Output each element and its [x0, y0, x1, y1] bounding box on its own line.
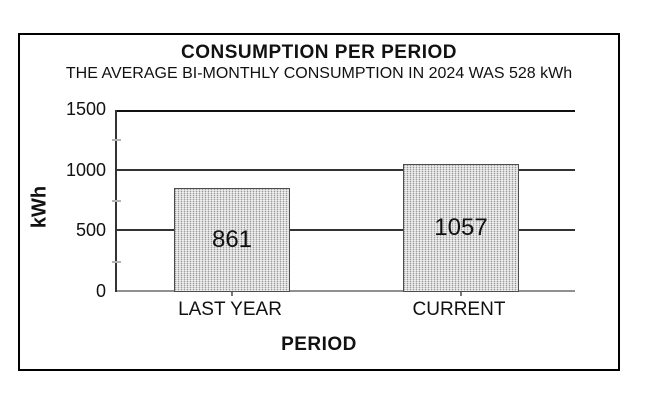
- x-tick-label-current: CURRENT: [412, 299, 506, 320]
- y-minor-tick-1250: [112, 139, 121, 141]
- y-tick-label-500: 500: [75, 220, 106, 241]
- y-minor-tick-750: [112, 200, 121, 202]
- chart-subtitle: THE AVERAGE BI-MONTHLY CONSUMPTION IN 20…: [65, 65, 573, 82]
- bar-last-year: 861: [174, 188, 290, 292]
- x-tick-label-last-year: LAST YEAR: [178, 299, 282, 320]
- gridline-y1000: [117, 169, 575, 171]
- gridline-y1500: [117, 110, 575, 112]
- y-tick-label-0: 0: [95, 281, 106, 301]
- gridline-y500: [117, 229, 575, 231]
- y-minor-tick-250: [112, 261, 121, 263]
- x-axis-title: PERIOD: [281, 334, 357, 355]
- bar-value-label-current: 1057: [434, 214, 488, 241]
- x-tick-current: [460, 292, 462, 296]
- bar-current: 1057: [403, 164, 519, 292]
- plot-area: 861 1057: [112, 110, 575, 296]
- chart-frame: CONSUMPTION PER PERIOD THE AVERAGE BI-MO…: [18, 33, 620, 371]
- y-tick-label-1500: 1500: [65, 99, 106, 119]
- x-tick-last-year: [231, 292, 233, 296]
- y-tick-label-1000: 1000: [65, 159, 106, 180]
- chart-title: CONSUMPTION PER PERIOD: [181, 42, 457, 63]
- bar-value-label-last-year: 861: [211, 226, 253, 253]
- x-axis-baseline: [117, 290, 575, 292]
